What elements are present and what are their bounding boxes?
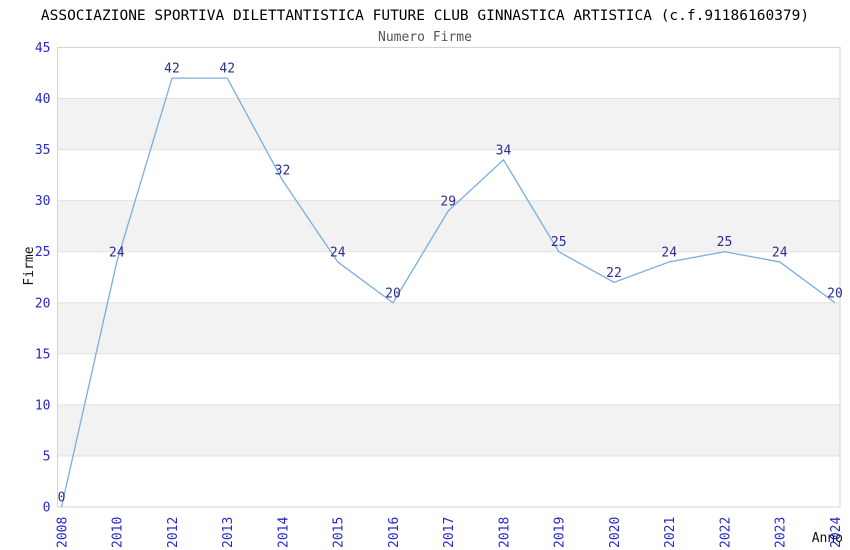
x-tick-label: 2021 bbox=[663, 517, 678, 548]
data-point-label: 22 bbox=[606, 266, 622, 281]
x-tick-label: 2019 bbox=[553, 517, 568, 548]
x-axis-tick-labels: 2008 2010 2012 2013 2014 2015 2016 2017 2018 2019… bbox=[55, 517, 844, 548]
x-tick-label: 2014 bbox=[276, 517, 291, 548]
data-point-label: 25 bbox=[551, 235, 567, 250]
x-tick-label: 2012 bbox=[166, 517, 181, 548]
x-tick-label: 2023 bbox=[774, 517, 789, 548]
plot-band bbox=[57, 98, 840, 150]
y-tick-label: 40 bbox=[35, 92, 51, 107]
data-point-label: 0 bbox=[58, 491, 66, 506]
y-axis-tick-labels: 0 5 10 15 20 25 30 35 40 45 bbox=[35, 41, 51, 516]
data-point-label: 20 bbox=[827, 286, 843, 301]
series-line bbox=[60, 77, 836, 508]
plot-band bbox=[57, 200, 840, 252]
x-tick-label: 2022 bbox=[718, 517, 733, 548]
chart-subtitle: Numero Firme bbox=[378, 30, 472, 45]
plot-border bbox=[57, 47, 841, 508]
x-tick-label: 2008 bbox=[55, 517, 70, 548]
y-tick-label: 5 bbox=[43, 449, 51, 464]
y-tick-label: 30 bbox=[35, 194, 51, 209]
data-point-label: 24 bbox=[772, 245, 788, 260]
x-axis-title: Anno bbox=[812, 531, 843, 546]
data-point-label: 25 bbox=[717, 235, 733, 250]
data-point-label: 42 bbox=[219, 62, 235, 77]
data-point-label: 24 bbox=[661, 245, 677, 260]
data-point-label: 24 bbox=[109, 245, 125, 260]
y-tick-label: 20 bbox=[35, 296, 51, 311]
chart-title: ASSOCIAZIONE SPORTIVA DILETTANTISTICA FU… bbox=[41, 8, 809, 24]
y-tick-label: 15 bbox=[35, 347, 51, 362]
data-point-label: 34 bbox=[496, 143, 512, 158]
y-tick-label: 35 bbox=[35, 143, 51, 158]
data-point-label: 20 bbox=[385, 286, 401, 301]
plot-band bbox=[57, 302, 840, 354]
x-tick-label: 2017 bbox=[442, 517, 457, 548]
data-point-labels: 0 24 42 42 32 24 20 29 34 25 22 24 25 24 20 bbox=[58, 62, 843, 506]
data-point-label: 42 bbox=[164, 62, 180, 77]
x-tick-label: 2015 bbox=[332, 517, 347, 548]
x-tick-label: 2010 bbox=[111, 517, 126, 548]
data-point-label: 32 bbox=[275, 164, 291, 179]
x-tick-label: 2013 bbox=[221, 517, 236, 548]
series-line-group bbox=[60, 77, 836, 508]
y-tick-label: 10 bbox=[35, 398, 51, 413]
y-tick-label: 45 bbox=[35, 41, 51, 56]
y-tick-label: 0 bbox=[43, 501, 51, 516]
x-tick-label: 2020 bbox=[608, 517, 623, 548]
plot-bands bbox=[57, 98, 840, 456]
data-point-label: 29 bbox=[440, 194, 456, 209]
x-tick-label: 2024 bbox=[829, 517, 844, 548]
plot-band bbox=[57, 404, 840, 456]
y-axis-title: Firme bbox=[22, 246, 37, 285]
plot-gridlines bbox=[57, 98, 840, 457]
x-tick-label: 2016 bbox=[387, 517, 402, 548]
data-point-label: 24 bbox=[330, 245, 346, 260]
y-tick-label: 25 bbox=[35, 245, 51, 260]
x-tick-label: 2018 bbox=[497, 517, 512, 548]
